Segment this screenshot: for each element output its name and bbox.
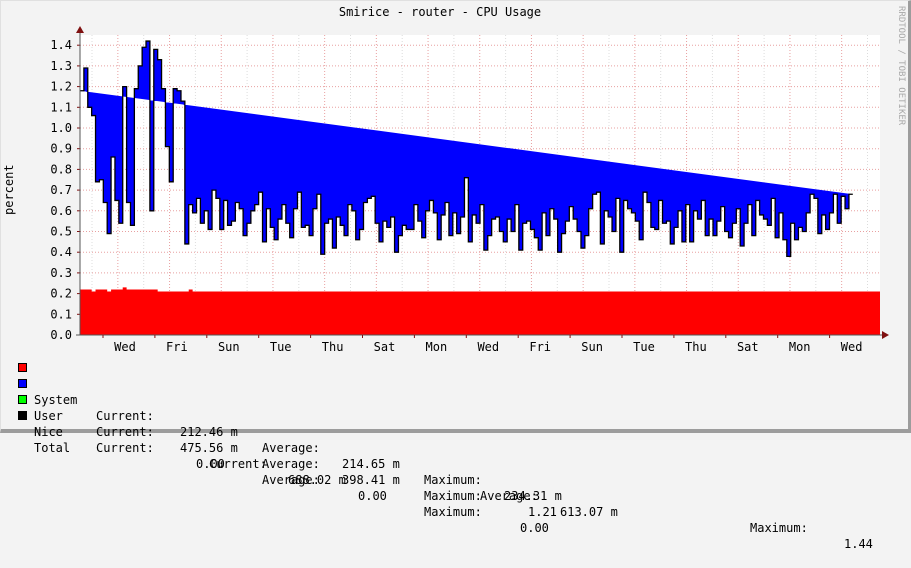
- current-label: Current:: [96, 425, 154, 439]
- x-tick-label: Sun: [581, 340, 603, 354]
- user-area: [80, 41, 853, 257]
- maximum-label: Maximum:: [424, 505, 482, 519]
- y-tick-label: 0.3: [50, 266, 72, 280]
- current-label: Current:: [209, 457, 267, 471]
- current-label: Current:: [96, 409, 154, 423]
- y-tick-label: 1.4: [50, 38, 72, 52]
- current-value: 688.02 m: [288, 473, 346, 487]
- legend-row-user: User Current: 475.56 m Average: 398.41 m…: [16, 376, 557, 519]
- x-tick-label: Mon: [789, 340, 811, 354]
- legend-name: System: [34, 393, 78, 407]
- total-swatch: [18, 411, 27, 420]
- rrdtool-watermark: RRDTOOL / TOBI OETIKER: [896, 6, 906, 126]
- average-value: 0.00: [358, 489, 387, 503]
- graph-frame: [0, 0, 911, 433]
- y-tick-label: 0.5: [50, 225, 72, 239]
- x-tick-label: Sun: [218, 340, 240, 354]
- y-tick-label: 0.0: [50, 328, 72, 342]
- maximum-label: Maximum:: [424, 473, 482, 487]
- total-line: [80, 40, 853, 257]
- average-label: Average:: [262, 441, 320, 455]
- y-tick-label: 0.1: [50, 307, 72, 321]
- chart-title: Smirice - router - CPU Usage: [338, 5, 542, 19]
- y-axis-arrow-icon: [76, 26, 84, 33]
- x-axis-arrow-icon: [882, 331, 889, 339]
- y-tick-label: 0.8: [50, 162, 72, 176]
- maximum-label: Maximum:: [424, 489, 482, 503]
- maximum-value: 1.44: [844, 537, 873, 551]
- maximum-value: 1.21: [528, 505, 557, 519]
- x-tick-label: Wed: [841, 340, 863, 354]
- x-tick-label: Thu: [322, 340, 344, 354]
- x-tick-label: Wed: [477, 340, 499, 354]
- current-label: Current:: [96, 441, 154, 455]
- maximum-label: Maximum:: [750, 521, 808, 535]
- average-value: 613.07 m: [560, 505, 618, 519]
- y-tick-label: 1.2: [50, 80, 72, 94]
- y-tick-label: 0.4: [50, 245, 72, 259]
- average-value: 214.65 m: [342, 457, 400, 471]
- x-tick-label: Thu: [685, 340, 707, 354]
- y-tick-label: 0.6: [50, 204, 72, 218]
- y-tick-label: 0.7: [50, 183, 72, 197]
- x-tick-label: Sat: [737, 340, 759, 354]
- x-tick-label: Wed: [114, 340, 136, 354]
- y-tick-label: 1.1: [50, 100, 72, 114]
- legend-name: Total: [34, 441, 71, 455]
- x-tick-label: Fri: [166, 340, 188, 354]
- y-tick-label: 1.3: [50, 59, 72, 73]
- system-area: [80, 287, 880, 335]
- legend-row-nice: Nice Current: 0.00 Average: 0.00 Maximum…: [16, 392, 549, 535]
- maximum-value: 0.00: [520, 521, 549, 535]
- average-label: Average:: [262, 457, 320, 471]
- nice-swatch: [18, 395, 27, 404]
- average-value: 398.41 m: [342, 473, 400, 487]
- legend-row-system: System Current: 212.46 m Average: 214.65…: [16, 360, 562, 503]
- user-swatch: [18, 379, 27, 388]
- system-swatch: [18, 363, 27, 372]
- x-tick-label: Tue: [633, 340, 655, 354]
- x-tick-label: Tue: [270, 340, 292, 354]
- x-tick-label: Mon: [426, 340, 448, 354]
- current-value: 475.56 m: [180, 441, 238, 455]
- y-tick-label: 1.0: [50, 121, 72, 135]
- average-label: Average:: [480, 489, 538, 503]
- legend-row-total: Total Current: 688.02 m Average: 613.07 …: [16, 408, 873, 551]
- x-tick-label: Sat: [374, 340, 396, 354]
- legend-name: User: [34, 409, 63, 423]
- cpu-usage-chart: 0.0 0.1 0.2 0.3 0.4 0.5 0.6 0.7 0.8 0.9 1.0 1.1 1.2 1…: [50, 26, 889, 354]
- current-value: 212.46 m: [180, 425, 238, 439]
- y-tick-label: 0.9: [50, 142, 72, 156]
- x-tick-label: Fri: [529, 340, 551, 354]
- y-tick-label: 0.2: [50, 287, 72, 301]
